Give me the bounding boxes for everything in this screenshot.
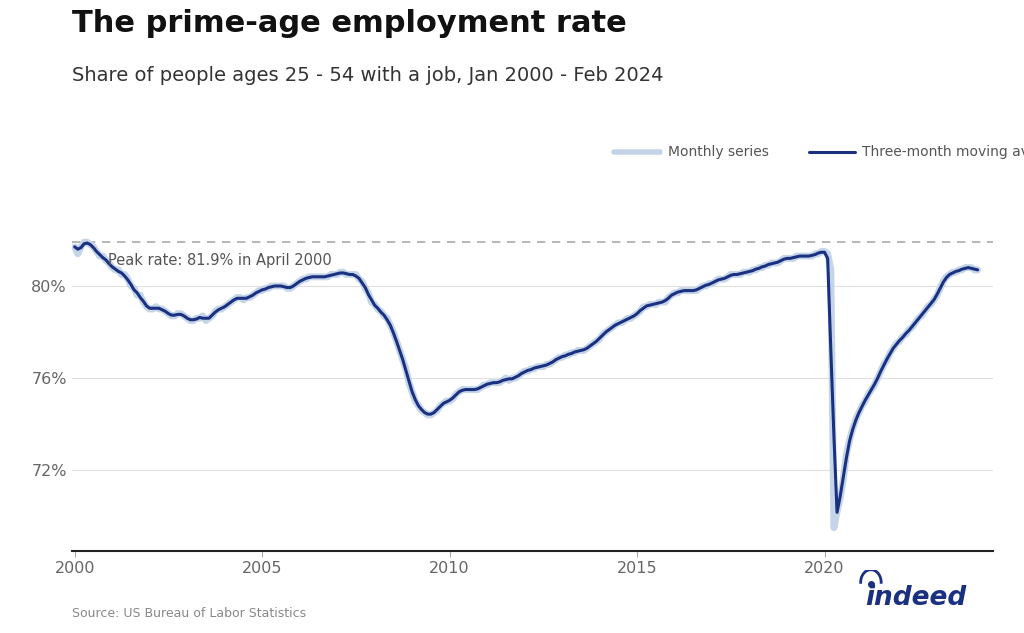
Text: Source: US Bureau of Labor Statistics: Source: US Bureau of Labor Statistics: [72, 607, 306, 620]
Text: Share of people ages 25 - 54 with a job, Jan 2000 - Feb 2024: Share of people ages 25 - 54 with a job,…: [72, 66, 664, 85]
Text: Monthly series: Monthly series: [668, 145, 769, 159]
Text: Peak rate: 81.9% in April 2000: Peak rate: 81.9% in April 2000: [109, 253, 332, 268]
Text: indeed: indeed: [865, 585, 967, 611]
Text: The prime-age employment rate: The prime-age employment rate: [72, 9, 627, 39]
Text: Three-month moving average: Three-month moving average: [862, 145, 1024, 159]
